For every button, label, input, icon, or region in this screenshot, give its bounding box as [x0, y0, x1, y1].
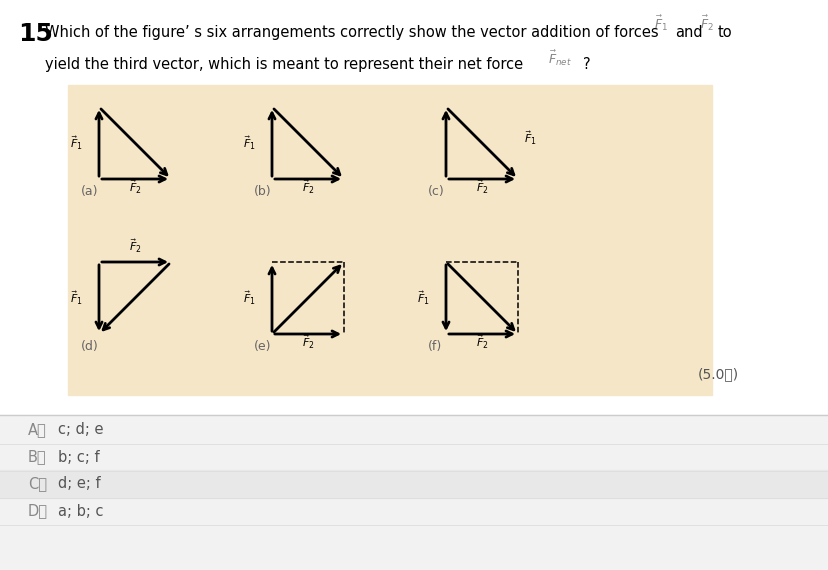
Text: $\vec{F}_{net}$: $\vec{F}_{net}$ [547, 49, 571, 68]
Bar [0, 415, 828, 570]
Text: $\vec{F}_1$: $\vec{F}_1$ [70, 289, 83, 307]
Text: b; c; f: b; c; f [58, 450, 99, 465]
Text: ?: ? [582, 57, 590, 72]
Text: $\vec{F}_2$: $\vec{F}_2$ [128, 237, 141, 255]
Text: $\vec{F}_2$: $\vec{F}_2$ [301, 178, 314, 196]
Text: 15: 15 [18, 22, 53, 46]
Text: $\vec{F}_2$: $\vec{F}_2$ [699, 14, 713, 34]
Text: $\vec{F}_2$: $\vec{F}_2$ [301, 333, 314, 351]
Text: A，: A， [28, 422, 46, 438]
Text: $\vec{F}_2$: $\vec{F}_2$ [128, 178, 141, 196]
Text: $\vec{F}_1$: $\vec{F}_1$ [70, 134, 83, 152]
Text: $\vec{F}_2$: $\vec{F}_2$ [475, 178, 488, 196]
Text: B，: B， [28, 450, 46, 465]
Text: $\vec{F}_2$: $\vec{F}_2$ [475, 333, 488, 351]
Text: (a): (a) [81, 185, 99, 198]
Text: d; e; f: d; e; f [58, 477, 100, 491]
Text: $\vec{F}_1$: $\vec{F}_1$ [416, 289, 430, 307]
Text: (e): (e) [253, 340, 272, 353]
Text: Which of the figure’ s six arrangements correctly show the vector addition of fo: Which of the figure’ s six arrangements … [45, 25, 657, 40]
Text: to: to [717, 25, 732, 40]
Text: (d): (d) [81, 340, 99, 353]
Bar [0, 470, 828, 498]
Bar [0, 0, 828, 415]
Bar [68, 85, 711, 395]
Text: and: and [674, 25, 702, 40]
Text: c; d; e: c; d; e [58, 422, 104, 438]
Text: $\vec{F}_1$: $\vec{F}_1$ [523, 129, 536, 146]
Text: $\vec{F}_1$: $\vec{F}_1$ [243, 289, 256, 307]
Text: (b): (b) [253, 185, 272, 198]
Text: yield the third vector, which is meant to represent their net force: yield the third vector, which is meant t… [45, 57, 522, 72]
Text: $\vec{F}_1$: $\vec{F}_1$ [243, 134, 256, 152]
Text: (c): (c) [427, 185, 444, 198]
Text: C，: C， [28, 477, 47, 491]
Text: (5.0分): (5.0分) [697, 367, 739, 381]
Text: a; b; c: a; b; c [58, 503, 104, 519]
Text: $\vec{F}_1$: $\vec{F}_1$ [653, 14, 667, 34]
Text: (f): (f) [427, 340, 441, 353]
Text: D，: D， [28, 503, 48, 519]
